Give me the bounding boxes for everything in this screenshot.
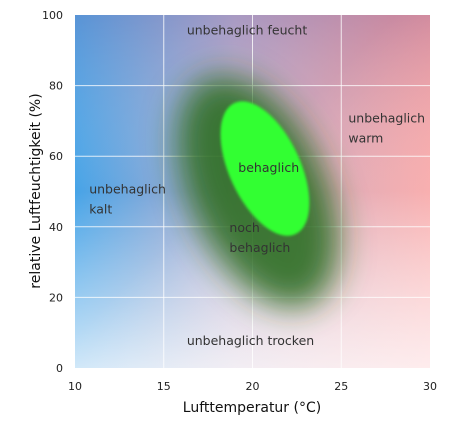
zone-label: warm xyxy=(348,131,383,146)
y-tick-label: 80 xyxy=(49,80,63,93)
zone-label: unbehaglich feucht xyxy=(187,22,308,37)
x-tick-label: 25 xyxy=(334,380,348,393)
ticks: 10 15 20 25 30 0 20 40 60 80 100 xyxy=(42,9,437,393)
x-axis-title: Lufttemperatur (°C) xyxy=(183,400,321,416)
zone-label: behaglich xyxy=(229,240,290,255)
y-tick-label: 100 xyxy=(42,9,63,22)
zone-label: kalt xyxy=(89,201,112,216)
zone-label: unbehaglich xyxy=(348,111,425,126)
comfort-regions xyxy=(177,75,339,308)
y-tick-label: 20 xyxy=(49,291,63,304)
x-tick-label: 30 xyxy=(423,380,437,393)
y-tick-label: 60 xyxy=(49,150,63,163)
zone-label: behaglich xyxy=(238,160,299,175)
x-tick-label: 15 xyxy=(157,380,171,393)
x-tick-label: 20 xyxy=(246,380,260,393)
y-tick-label: 40 xyxy=(49,221,63,234)
plot-area xyxy=(75,15,430,368)
region-behaglich xyxy=(220,101,310,236)
annotations: unbehaglich feucht unbehaglich warm unbehag… xyxy=(89,22,425,348)
y-axis-title: relative Luftfeuchtigkeit (%) xyxy=(28,93,44,288)
zone-label: unbehaglich trocken xyxy=(187,333,314,348)
zone-label: unbehaglich xyxy=(89,181,166,196)
x-tick-label: 10 xyxy=(68,380,82,393)
zone-label: noch xyxy=(229,220,259,235)
y-tick-label: 0 xyxy=(56,362,63,375)
